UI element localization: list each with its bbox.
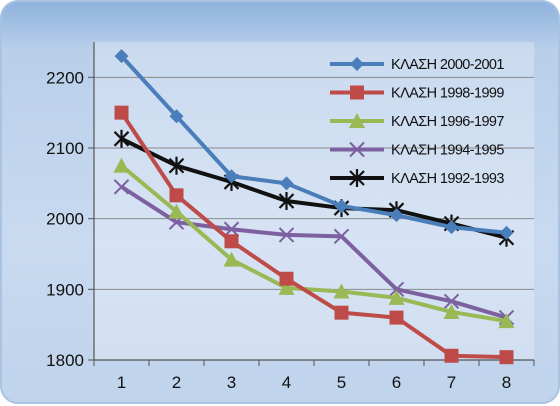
- y-tick-label: 2100: [46, 139, 84, 158]
- series-line: [120, 54, 507, 235]
- legend: ΚΛΑΣΗ 2000-2001 ΚΛΑΣΗ 1998-1999 ΚΛΑΣΗ 1996…: [330, 57, 505, 187]
- data-point-marker: [114, 105, 129, 120]
- series-triangle: [113, 157, 515, 329]
- legend-label: ΚΛΑΣΗ 1996-1997: [391, 114, 504, 130]
- data-point-marker: [113, 157, 130, 173]
- data-point-marker: [349, 141, 365, 158]
- data-point-marker: [389, 208, 404, 223]
- data-point-marker: [113, 129, 130, 148]
- data-point-marker: [223, 251, 240, 267]
- data-point-marker: [349, 113, 365, 128]
- x-tick-label: 5: [337, 373, 346, 392]
- data-point-marker: [499, 350, 514, 365]
- data-point-marker: [444, 348, 459, 363]
- x-tick-label: 7: [447, 373, 456, 392]
- data-point-marker: [334, 305, 349, 320]
- data-point-marker: [279, 271, 294, 286]
- data-point-marker: [443, 293, 460, 310]
- x-tick-label: 8: [502, 373, 511, 392]
- data-point-marker: [333, 283, 350, 299]
- data-point-marker: [389, 310, 404, 325]
- data-point-marker: [388, 289, 405, 305]
- data-point-marker: [278, 192, 295, 210]
- data-point-marker: [224, 234, 239, 249]
- data-point-marker: [443, 303, 460, 319]
- data-point-marker: [350, 57, 364, 71]
- data-point-marker: [169, 188, 184, 203]
- x-tick-label: 3: [227, 373, 236, 392]
- legend-entry: ΚΛΑΣΗ 1996-1997: [330, 113, 505, 130]
- axes: 1800 1900 2000 2100 2200 1 2 3 4 5 6 7 8: [46, 42, 535, 392]
- y-tick-label: 2200: [46, 68, 84, 87]
- series-line: [120, 185, 508, 320]
- legend-entry: ΚΛΑΣΗ 1992-1993: [330, 169, 505, 187]
- legend-label: ΚΛΑΣΗ 1992-1993: [391, 171, 504, 187]
- data-point-marker: [224, 169, 239, 184]
- data-point-marker: [113, 179, 130, 195]
- data-point-marker: [168, 203, 185, 219]
- series-diamond: [114, 49, 514, 240]
- data-point-marker: [169, 109, 184, 124]
- data-point-marker: [168, 156, 185, 175]
- legend-entry: ΚΛΑΣΗ 2000-2001: [330, 57, 505, 73]
- legend-label: ΚΛΑΣΗ 1994-1995: [391, 143, 504, 159]
- data-point-marker: [388, 281, 405, 298]
- data-point-marker: [278, 227, 295, 243]
- series-line: [120, 137, 507, 240]
- data-point-marker: [333, 228, 350, 245]
- data-point-marker: [223, 221, 240, 237]
- x-tick-label: 6: [392, 373, 401, 392]
- y-tick-label: 2000: [46, 210, 84, 229]
- legend-entry: ΚΛΑΣΗ 1998-1999: [330, 85, 505, 102]
- data-point-marker: [350, 85, 364, 100]
- plot-area: [94, 42, 534, 360]
- legend-label: ΚΛΑΣΗ 2000-2001: [391, 57, 504, 73]
- series-line: [120, 164, 507, 324]
- y-tick-label: 1900: [46, 280, 84, 299]
- data-point-marker: [279, 176, 294, 191]
- legend-entry: ΚΛΑΣΗ 1994-1995: [330, 141, 505, 159]
- x-tick-label: 1: [117, 373, 126, 392]
- data-point-marker: [444, 220, 459, 235]
- series-layer: [113, 49, 515, 365]
- x-tick-label: 4: [282, 373, 291, 392]
- data-point-marker: [278, 279, 295, 295]
- data-point-marker: [499, 225, 514, 240]
- series-line: [119, 111, 507, 360]
- data-point-marker: [349, 169, 365, 187]
- data-point-marker: [114, 49, 129, 64]
- data-point-marker: [334, 198, 349, 213]
- data-point-marker: [498, 313, 515, 329]
- y-tick-label: 1800: [46, 351, 84, 370]
- x-tick-label: 2: [172, 373, 181, 392]
- legend-label: ΚΛΑΣΗ 1998-1999: [391, 86, 504, 102]
- series-square: [114, 105, 514, 365]
